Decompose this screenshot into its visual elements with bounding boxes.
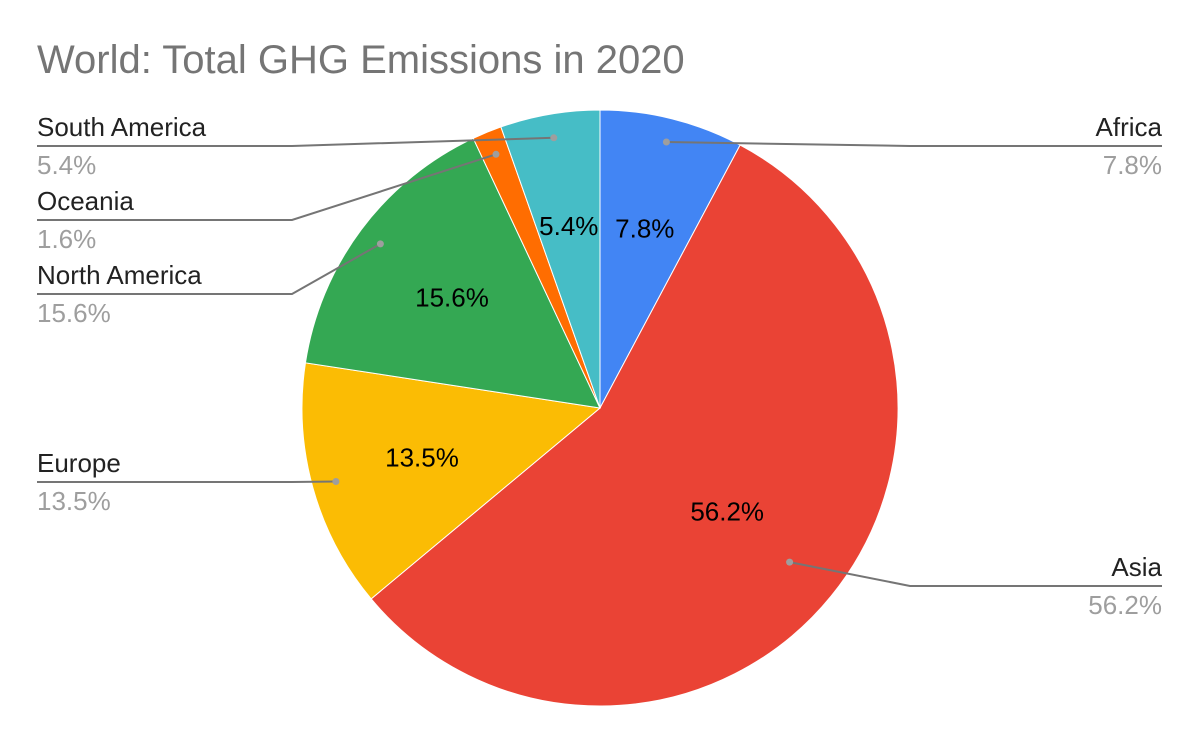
- leader-dot-south-america: [550, 134, 558, 142]
- leader-line-oceania: [37, 153, 497, 221]
- slice-label-africa: 7.8%: [615, 214, 674, 244]
- legend-name-north-america: North America: [37, 260, 202, 290]
- chart-title: World: Total GHG Emissions in 2020: [37, 38, 685, 82]
- pie-slice-africa: [599, 109, 741, 409]
- pie-slice-south-america: [500, 109, 601, 409]
- leader-dot-north-america: [376, 240, 384, 248]
- leader-dot-oceania: [492, 150, 500, 158]
- legend-name-oceania: Oceania: [37, 186, 134, 216]
- slice-label-europe: 13.5%: [385, 443, 459, 473]
- pie-slice-north-america: [304, 137, 601, 409]
- legend-name-africa: Africa: [1096, 112, 1163, 142]
- legend-name-asia: Asia: [1111, 552, 1162, 582]
- legend-value-oceania: 1.6%: [37, 224, 96, 254]
- leader-dot-europe: [332, 478, 340, 485]
- leader-dot-asia: [786, 558, 794, 566]
- leader-line-africa: [666, 141, 1162, 147]
- legend-labels: Africa 7.8% Asia 56.2% Europe 13.5% North Amer…: [37, 112, 1163, 620]
- leader-line-asia: [789, 561, 1162, 587]
- legend-name-europe: Europe: [37, 448, 121, 478]
- leader-line-europe: [37, 480, 336, 483]
- legend-value-north-america: 15.6%: [37, 298, 111, 328]
- leader-dot-africa: [662, 138, 670, 146]
- leader-lines: [37, 134, 1162, 587]
- leader-line-south-america: [37, 136, 554, 147]
- legend-value-south-america: 5.4%: [37, 150, 96, 180]
- pie-slice-asia: [370, 144, 899, 707]
- leader-line-north-america: [37, 243, 381, 295]
- slice-label-south-america: 5.4%: [539, 211, 598, 241]
- legend-value-europe: 13.5%: [37, 486, 111, 516]
- legend-value-africa: 7.8%: [1103, 150, 1162, 180]
- slice-labels: 7.8% 56.2% 13.5% 15.6% 5.4%: [385, 211, 764, 527]
- slice-label-asia: 56.2%: [690, 496, 764, 526]
- legend-value-asia: 56.2%: [1088, 590, 1162, 620]
- slice-label-north-america: 15.6%: [415, 282, 489, 312]
- pie-slices: [301, 109, 899, 707]
- pie-slice-europe: [301, 362, 602, 600]
- legend-name-south-america: South America: [37, 112, 207, 142]
